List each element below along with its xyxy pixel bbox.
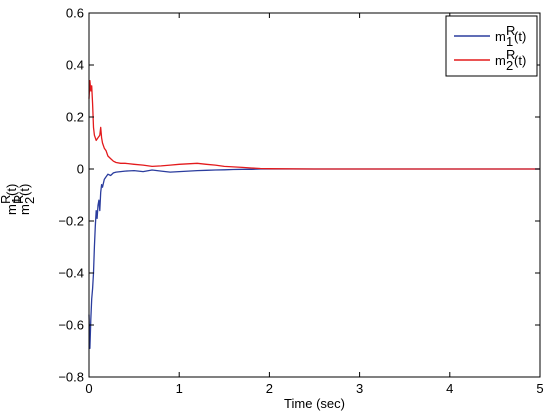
legend-label-2-base: m [495, 53, 506, 68]
plot-frame [88, 12, 541, 378]
y-axis-label-line-1-sub: 1 [9, 197, 24, 204]
legend-label-1-sup: R [506, 23, 515, 38]
y-axis-label-line-2-sub: 2 [22, 197, 37, 204]
legend-label-1-tail: (t) [514, 29, 526, 44]
y-tick-label: 0 [77, 162, 84, 177]
x-tick-label: 5 [536, 381, 543, 396]
legend-label-2-sup: R [506, 47, 515, 62]
x-tick-label: 4 [446, 381, 453, 396]
y-axis-label: mR1(t)mR2(t) [0, 184, 37, 215]
legend-box [445, 15, 538, 77]
y-tick-label: −0.4 [58, 266, 84, 281]
y-axis-label-line-1-sup: R [0, 195, 13, 204]
legend-label-1: m R1 (t) [495, 23, 526, 49]
x-tick-label: 3 [356, 381, 363, 396]
legend-label-2-sub: 2 [506, 58, 513, 73]
y-axis-label-line-2: mR2(t) [11, 184, 37, 215]
x-axis-label: Time (sec) [284, 396, 345, 411]
y-axis-label-group: mR1(t)mR2(t) [0, 184, 37, 215]
y-tick-label: −0.6 [58, 318, 84, 333]
x-tick-label: 0 [85, 381, 92, 396]
y-tick-label: 0.4 [66, 58, 84, 73]
series-line-1 [88, 168, 540, 350]
series-line-2 [88, 79, 540, 170]
legend-label-1-sub: 1 [506, 34, 513, 49]
y-tick-label: 0.2 [66, 110, 84, 125]
legend-label-2-tail: (t) [514, 53, 526, 68]
y-axis-label-line-2-base: m [17, 204, 32, 215]
y-axis-label-line-1: mR1(t) [0, 184, 24, 215]
legend-label-2: m R2 (t) [495, 47, 526, 73]
legend-label-1-base: m [495, 29, 506, 44]
y-tick-label: −0.8 [58, 370, 84, 385]
y-axis-label-line-1-base: m [4, 204, 19, 215]
x-tick-label: 2 [266, 381, 273, 396]
legend: m R1 (t)m R2 (t) [445, 15, 538, 77]
y-tick-label: 0.6 [66, 6, 84, 21]
y-tick-label: −0.2 [58, 214, 84, 229]
y-axis-label-line-1-tail: (t) [4, 184, 19, 196]
y-axis-label-line-2-sup: R [11, 195, 26, 204]
x-tick-label: 1 [176, 381, 183, 396]
y-axis-label-line-2-tail: (t) [17, 184, 32, 196]
series-layer [88, 79, 540, 350]
ticks-layer: 0 1 2 3 4 5 −0.8 −0.6 −0.4 −0.2 0 0.2 0.4 0.6 [58, 6, 543, 397]
